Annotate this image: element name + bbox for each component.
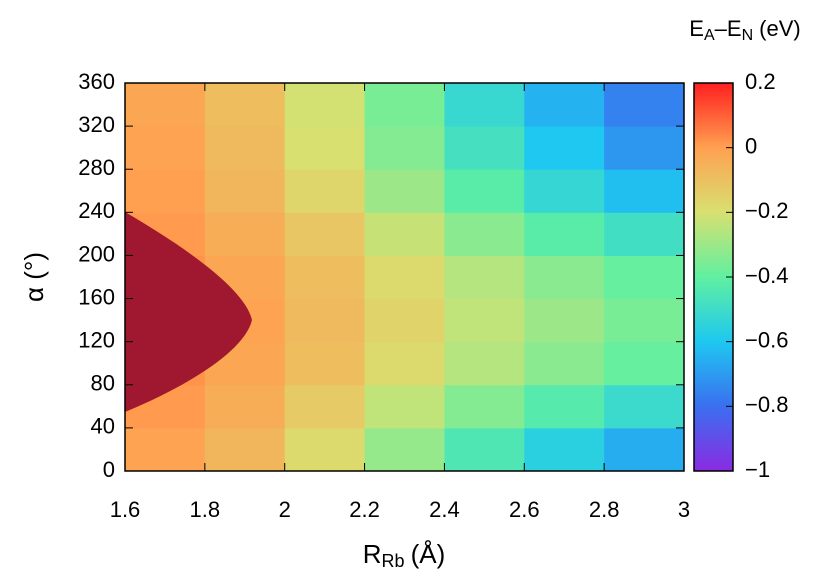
heat-cell (204, 126, 286, 170)
y-tick-label: 40 (91, 414, 115, 439)
y-axis-label: α (°) (19, 252, 49, 302)
heat-cell (204, 83, 286, 127)
cb-title-sub: N (742, 27, 754, 44)
heat-cell (524, 255, 605, 300)
x-label-sub: Rb (382, 551, 405, 571)
heat-cell (444, 126, 525, 170)
heat-cell (284, 83, 366, 127)
heat-cell (444, 341, 525, 386)
heat-cell (364, 126, 445, 170)
y-tick-label: 240 (78, 198, 115, 223)
heat-cell (604, 212, 685, 256)
heat-cell (204, 427, 286, 472)
heat-cell (125, 169, 206, 213)
y-tick-label: 320 (78, 112, 115, 137)
x-tick-label: 1.8 (190, 497, 221, 522)
x-label-main: R (363, 539, 382, 569)
x-axis-label: RRb (Å) (363, 539, 445, 571)
colorbar-tick-label: 0.2 (745, 69, 776, 94)
heat-cell (284, 126, 366, 170)
heat-cell (524, 126, 605, 170)
heat-cell (284, 384, 366, 429)
colorbar-tick-label: 0 (745, 133, 757, 158)
heat-cell (125, 83, 206, 127)
heat-cell (284, 212, 366, 256)
colorbar-tick-label: −0.4 (745, 263, 788, 288)
x-tick-label: 2.2 (349, 497, 380, 522)
heat-cell (444, 384, 525, 429)
heatmap (125, 83, 685, 472)
heat-cell (524, 384, 605, 429)
y-tick-label: 0 (103, 457, 115, 482)
x-tick-label: 2.6 (509, 497, 540, 522)
heat-cell (444, 212, 525, 256)
y-tick-label: 280 (78, 155, 115, 180)
heat-cell (444, 255, 525, 300)
heat-cell (524, 83, 605, 127)
x-tick-label: 3 (678, 497, 690, 522)
heat-cell (364, 255, 445, 300)
heat-cell (604, 341, 685, 386)
x-tick-label: 1.6 (110, 497, 141, 522)
x-tick-label: 2.8 (589, 497, 620, 522)
heat-cell (284, 427, 366, 472)
heat-cell (444, 169, 525, 213)
heat-cell (524, 212, 605, 256)
heat-cell (604, 298, 685, 343)
heat-cell (364, 384, 445, 429)
cb-title-part: E (689, 16, 704, 41)
y-tick-label: 360 (78, 69, 115, 94)
heat-cell (524, 427, 605, 472)
heat-cell (364, 212, 445, 256)
colorbar-tick-label: −0.2 (745, 198, 788, 223)
heat-cell (444, 427, 525, 472)
heat-cell (284, 255, 366, 300)
y-tick-label: 80 (91, 371, 115, 396)
heat-cell (524, 169, 605, 213)
heat-cell (604, 126, 685, 170)
x-label-unit: (Å) (411, 539, 446, 569)
heat-cell (364, 427, 445, 472)
heat-cell (284, 169, 366, 213)
colorbar-title: EA–EN (eV) (689, 16, 800, 44)
heat-cell (604, 255, 685, 300)
heat-cell (364, 341, 445, 386)
x-tick-label: 2.4 (429, 497, 460, 522)
x-tick-label: 2 (279, 497, 291, 522)
heat-cell (524, 341, 605, 386)
cb-title-unit: (eV) (759, 16, 801, 41)
heat-cell (284, 341, 366, 386)
colorbar-tick-label: −0.6 (745, 327, 788, 352)
heat-cell (204, 212, 286, 256)
heat-cell (364, 169, 445, 213)
heat-cell (204, 384, 286, 429)
heat-cell (364, 298, 445, 343)
heat-cell (284, 298, 366, 343)
heat-cell (125, 427, 206, 472)
colorbar-tick-label: −1 (745, 457, 770, 482)
heat-cell (524, 298, 605, 343)
heat-cell (364, 83, 445, 127)
cb-title-part: –E (715, 16, 742, 41)
heat-cell (204, 169, 286, 213)
y-tick-label: 120 (78, 327, 115, 352)
colorbar-tick-label: −0.8 (745, 392, 788, 417)
y-tick-label: 200 (78, 241, 115, 266)
heat-cell (604, 83, 685, 127)
forbidden-region (125, 212, 252, 412)
plot-frame (124, 82, 685, 472)
cb-title-sub: A (704, 27, 715, 44)
heat-cell (444, 298, 525, 343)
heat-cell (604, 384, 685, 429)
heat-cell (604, 169, 685, 213)
heat-cell (604, 427, 685, 472)
heat-cell (125, 126, 206, 170)
y-tick-label: 160 (78, 284, 115, 309)
heat-cell (444, 83, 525, 127)
